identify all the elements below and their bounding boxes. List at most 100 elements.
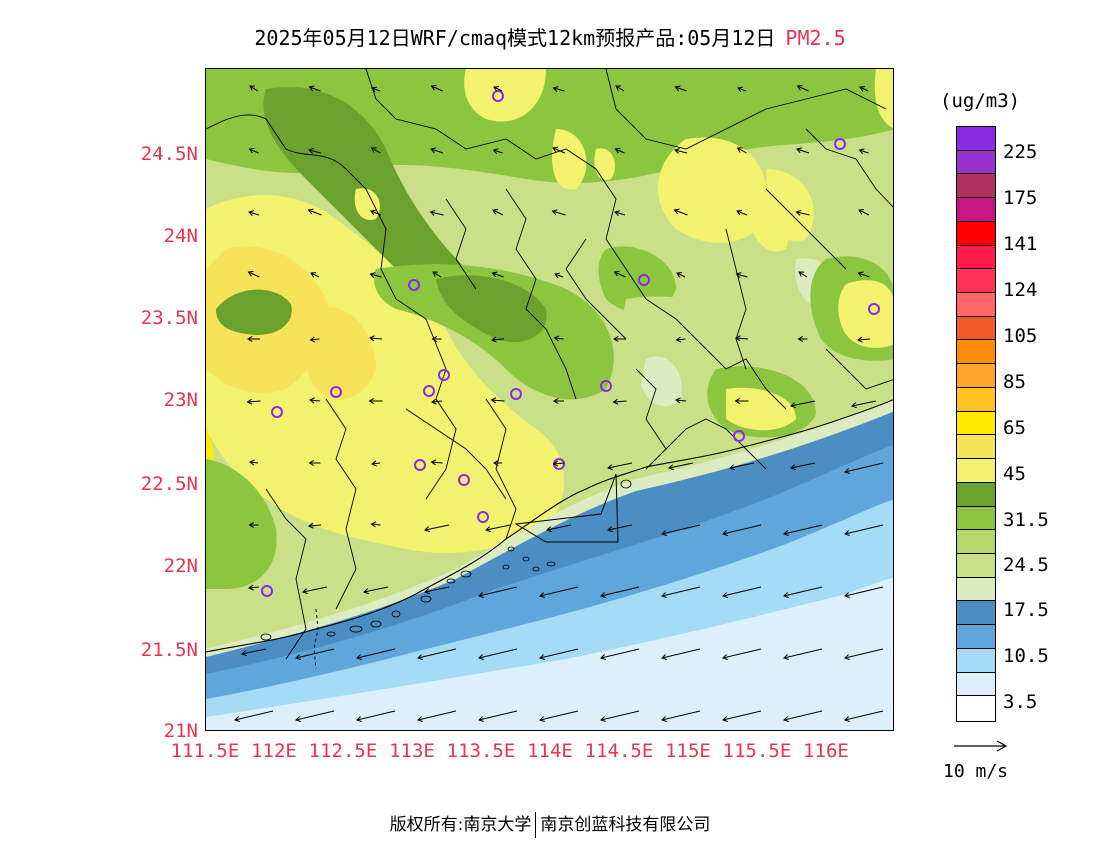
wind-vector-head — [795, 209, 802, 216]
wind-vector-head — [552, 146, 559, 153]
map-canvas — [206, 69, 893, 730]
wind-vector-head — [857, 271, 864, 278]
wind-vector — [736, 210, 748, 216]
wind-vector — [844, 586, 884, 597]
wind-vector — [247, 400, 261, 403]
wind-vector-head — [295, 654, 301, 660]
wind-vector — [430, 148, 444, 154]
wind-vector-head — [492, 209, 499, 215]
wind-vector-head — [308, 459, 315, 467]
wind-vector — [661, 710, 701, 721]
wind-vector — [600, 586, 640, 597]
wind-vector — [310, 272, 320, 278]
wind-vector — [310, 338, 320, 341]
wind-vector — [493, 149, 503, 154]
green-patch-west — [216, 289, 292, 335]
wind-vector — [478, 710, 518, 721]
wind-vector — [553, 87, 565, 92]
wind-vector — [614, 211, 626, 216]
wind-vector-head — [844, 654, 850, 660]
wind-vector-head — [490, 397, 497, 404]
yellow-east-1 — [766, 169, 814, 242]
wind-vector — [356, 648, 396, 659]
wind-vector — [249, 461, 259, 464]
wind-vector — [674, 149, 688, 154]
wind-vector-head — [674, 148, 680, 154]
wind-vector — [783, 710, 823, 721]
coastal-boundary-box — [514, 473, 619, 543]
wind-vector-head — [485, 526, 491, 533]
colorbar-label: 10.5 — [1003, 645, 1049, 667]
wind-vector-head — [369, 272, 376, 278]
wind-vector — [844, 462, 884, 473]
wind-vector-head — [737, 86, 744, 93]
wind-vector-head — [371, 460, 377, 467]
wind-vector — [607, 462, 633, 469]
colorbar-swatch — [957, 245, 995, 270]
wind-vector — [615, 148, 625, 154]
wind-vector-head — [613, 335, 619, 343]
lat-label-24: 24N — [163, 225, 198, 247]
wind-vector — [431, 461, 443, 464]
wind-vector — [600, 710, 640, 721]
wind-vector-head — [675, 336, 682, 343]
wind-vector — [370, 273, 382, 278]
city-marker — [477, 511, 489, 523]
lon-label-114: 114E — [527, 740, 573, 762]
wind-vector — [844, 710, 884, 721]
wind-vector-head — [851, 402, 857, 409]
wind-vector — [491, 399, 505, 402]
green-patch-sw — [206, 459, 277, 589]
colorbar-label: 105 — [1003, 325, 1038, 347]
yellow-east-3 — [726, 387, 796, 431]
wind-vector-head — [729, 464, 735, 471]
yellow-north-2 — [552, 129, 587, 190]
wind-vector — [370, 210, 382, 216]
wind-vector — [417, 710, 457, 721]
colorbar-swatch — [957, 411, 995, 436]
yellow-north-6 — [594, 148, 616, 180]
city-marker — [510, 388, 522, 400]
wind-vector — [424, 586, 450, 593]
lat-label-23: 23N — [163, 389, 198, 411]
wind-vector — [737, 87, 747, 92]
wind-vector-head — [295, 716, 301, 722]
wind-vector — [736, 273, 748, 278]
wind-vector-head — [307, 208, 314, 215]
wind-vector — [552, 210, 566, 216]
wind-vector — [600, 648, 640, 659]
city-marker — [492, 90, 504, 102]
wind-vector-head — [798, 271, 805, 277]
wind-vector — [241, 648, 267, 655]
wind-vector — [308, 209, 322, 216]
wind-vector — [783, 586, 823, 597]
wind-vector-head — [600, 654, 606, 660]
colorbar-swatch — [957, 150, 995, 175]
colorbar-label: 24.5 — [1003, 554, 1049, 576]
wind-vector-head — [735, 272, 742, 278]
city-marker — [600, 380, 612, 392]
lon-label-115-5: 115.5E — [722, 740, 792, 762]
wind-vector — [722, 586, 762, 597]
wind-vector-head — [248, 584, 254, 591]
colorbar-label: 17.5 — [1003, 599, 1049, 621]
wind-vector — [417, 648, 457, 659]
dark-green-north — [263, 87, 466, 284]
wind-vector-head — [858, 209, 865, 215]
colorbar-swatch — [957, 127, 995, 151]
forecast-map[interactable] — [205, 68, 894, 731]
lon-label-112: 112E — [251, 740, 297, 762]
colorbar-label: 175 — [1003, 187, 1038, 209]
wind-vector — [371, 147, 381, 154]
wind-vector — [295, 648, 335, 659]
wind-vector — [729, 462, 755, 469]
city-marker — [638, 274, 650, 286]
wind-vector-head — [417, 716, 423, 722]
wind-vector — [615, 85, 625, 92]
wind-vector — [248, 211, 260, 216]
colorbar-label: 31.5 — [1003, 509, 1049, 531]
wind-vector-head — [722, 716, 728, 722]
wind-vector-head — [249, 459, 255, 466]
wind-vector-head — [241, 650, 247, 657]
wind-vector-head — [668, 464, 674, 471]
